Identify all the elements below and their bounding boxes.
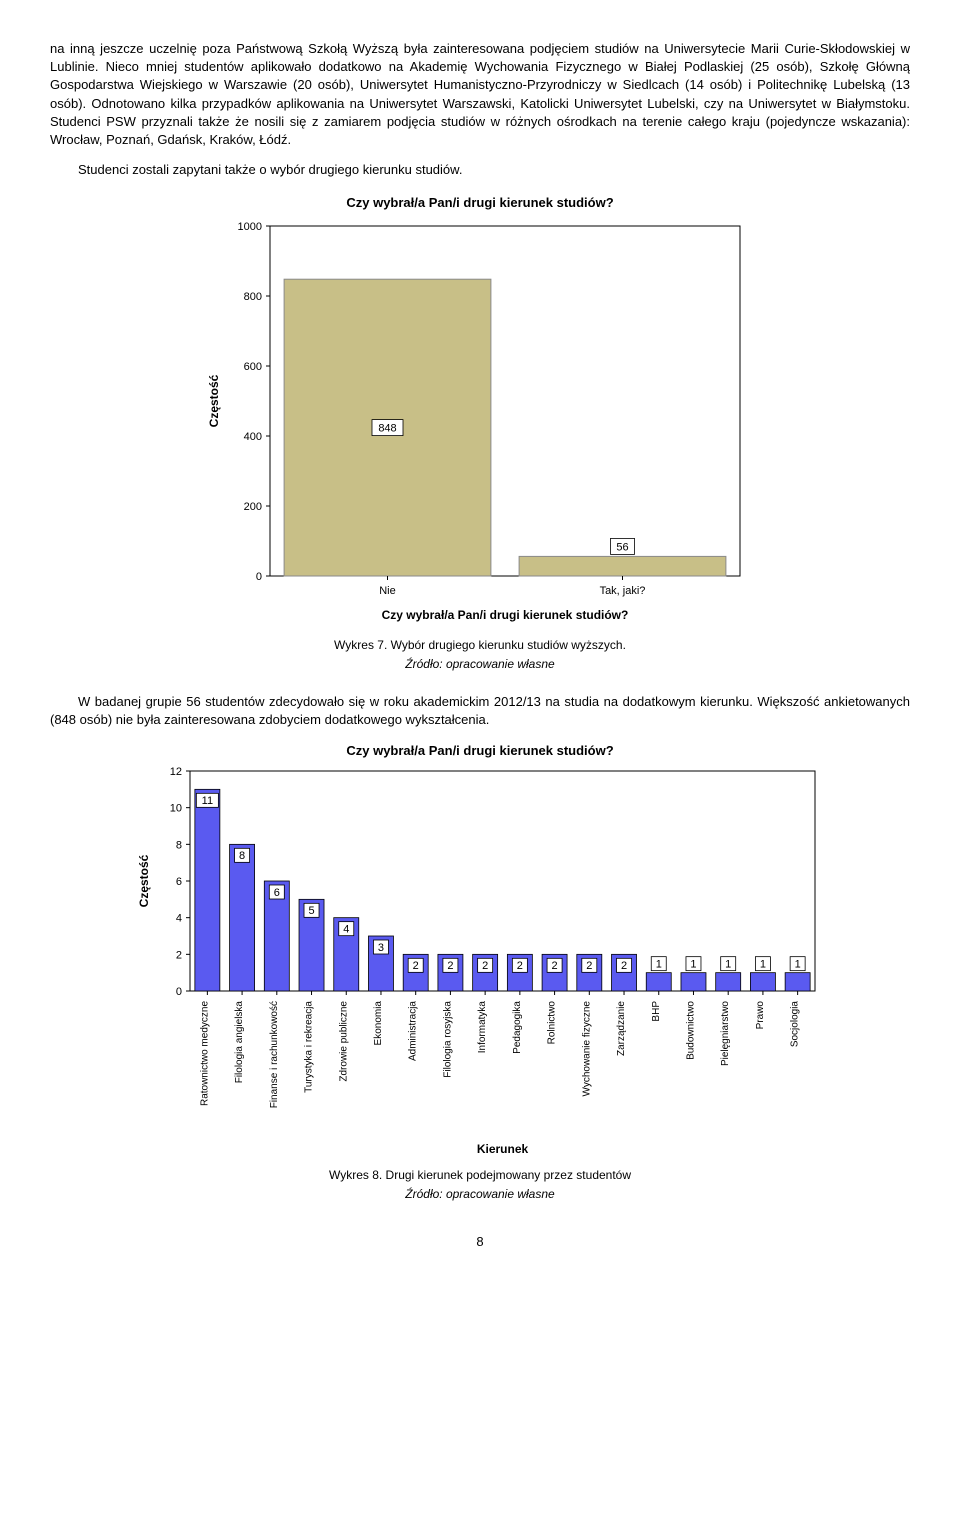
svg-text:Czy wybrał/a Pan/i drugi kieru: Czy wybrał/a Pan/i drugi kierunek studió… xyxy=(346,743,613,758)
svg-text:2: 2 xyxy=(552,961,558,973)
svg-text:Wychowanie fizyczne: Wychowanie fizyczne xyxy=(581,1001,592,1097)
chart-2-container: Czy wybrał/a Pan/i drugi kierunek studió… xyxy=(50,741,910,1161)
svg-text:12: 12 xyxy=(170,766,182,778)
svg-text:Zarządzanie: Zarządzanie xyxy=(616,1001,627,1056)
svg-text:200: 200 xyxy=(244,501,262,513)
svg-text:Administracja: Administracja xyxy=(408,1001,419,1061)
svg-text:0: 0 xyxy=(256,571,262,583)
svg-text:2: 2 xyxy=(176,950,182,962)
svg-text:Nie: Nie xyxy=(379,585,396,597)
paragraph-2: Studenci zostali zapytani także o wybór … xyxy=(50,161,910,179)
chart-2-source: Źródło: opracowanie własne xyxy=(50,1186,910,1203)
svg-text:4: 4 xyxy=(176,913,182,925)
svg-text:Turystyka i rekreacja: Turystyka i rekreacja xyxy=(304,1001,315,1093)
chart-1-caption: Wykres 7. Wybór drugiego kierunku studió… xyxy=(50,637,910,654)
svg-text:1000: 1000 xyxy=(238,221,262,233)
svg-text:400: 400 xyxy=(244,431,262,443)
svg-text:Budownictwo: Budownictwo xyxy=(685,1001,696,1060)
svg-text:Prawo: Prawo xyxy=(755,1001,766,1030)
svg-text:Pielęgniarstwo: Pielęgniarstwo xyxy=(720,1001,731,1066)
svg-text:Ekonomia: Ekonomia xyxy=(373,1001,384,1046)
paragraph-1: na inną jeszcze uczelnię poza Państwową … xyxy=(50,40,910,149)
svg-text:Rolnictwo: Rolnictwo xyxy=(547,1001,558,1045)
svg-text:Czy wybrał/a Pan/i drugi kieru: Czy wybrał/a Pan/i drugi kierunek studió… xyxy=(346,195,613,210)
svg-text:4: 4 xyxy=(343,924,349,936)
svg-text:Zdrowie publiczne: Zdrowie publiczne xyxy=(338,1001,349,1082)
svg-text:11: 11 xyxy=(202,796,213,808)
svg-text:6: 6 xyxy=(274,887,280,899)
svg-text:8: 8 xyxy=(239,851,245,863)
svg-text:8: 8 xyxy=(176,840,182,852)
svg-text:1: 1 xyxy=(690,959,696,971)
svg-text:5: 5 xyxy=(308,906,314,918)
svg-text:2: 2 xyxy=(621,961,627,973)
svg-text:Tak, jaki?: Tak, jaki? xyxy=(600,585,646,597)
svg-text:BHP: BHP xyxy=(651,1001,662,1022)
svg-text:600: 600 xyxy=(244,361,262,373)
svg-text:1: 1 xyxy=(795,959,801,971)
svg-text:Informatyka: Informatyka xyxy=(477,1001,488,1054)
chart-1-container: Czy wybrał/a Pan/i drugi kierunek studió… xyxy=(50,191,910,631)
svg-text:Filologia rosyjska: Filologia rosyjska xyxy=(442,1001,453,1078)
svg-text:2: 2 xyxy=(482,961,488,973)
svg-text:Częstość: Częstość xyxy=(207,375,221,428)
svg-text:10: 10 xyxy=(170,803,182,815)
svg-text:2: 2 xyxy=(586,961,592,973)
svg-text:848: 848 xyxy=(378,423,396,435)
svg-text:Pedagogika: Pedagogika xyxy=(512,1001,523,1054)
page-number: 8 xyxy=(50,1233,910,1251)
svg-text:Socjologia: Socjologia xyxy=(790,1001,801,1048)
svg-text:Finanse i rachunkowość: Finanse i rachunkowość xyxy=(269,1001,280,1108)
svg-text:2: 2 xyxy=(517,961,523,973)
svg-text:0: 0 xyxy=(176,986,182,998)
chart-2-caption: Wykres 8. Drugi kierunek podejmowany prz… xyxy=(50,1167,910,1184)
svg-text:1: 1 xyxy=(725,959,731,971)
svg-text:1: 1 xyxy=(656,959,662,971)
svg-text:Częstość: Częstość xyxy=(137,855,151,908)
svg-text:3: 3 xyxy=(378,942,384,954)
chart-1-source: Źródło: opracowanie własne xyxy=(50,656,910,673)
svg-text:Czy wybrał/a Pan/i drugi kieru: Czy wybrał/a Pan/i drugi kierunek studió… xyxy=(382,608,629,622)
svg-text:1: 1 xyxy=(760,959,766,971)
svg-text:Kierunek: Kierunek xyxy=(477,1142,529,1156)
svg-text:Filologia angielska: Filologia angielska xyxy=(234,1001,245,1084)
svg-text:56: 56 xyxy=(616,542,628,554)
svg-text:6: 6 xyxy=(176,876,182,888)
svg-text:2: 2 xyxy=(413,961,419,973)
svg-text:800: 800 xyxy=(244,291,262,303)
paragraph-3: W badanej grupie 56 studentów zdecydował… xyxy=(50,693,910,729)
svg-text:Ratownictwo medyczne: Ratownictwo medyczne xyxy=(199,1001,210,1106)
chart-2: Czy wybrał/a Pan/i drugi kierunek studió… xyxy=(130,741,830,1161)
svg-text:2: 2 xyxy=(447,961,453,973)
chart-1: Czy wybrał/a Pan/i drugi kierunek studió… xyxy=(200,191,760,631)
